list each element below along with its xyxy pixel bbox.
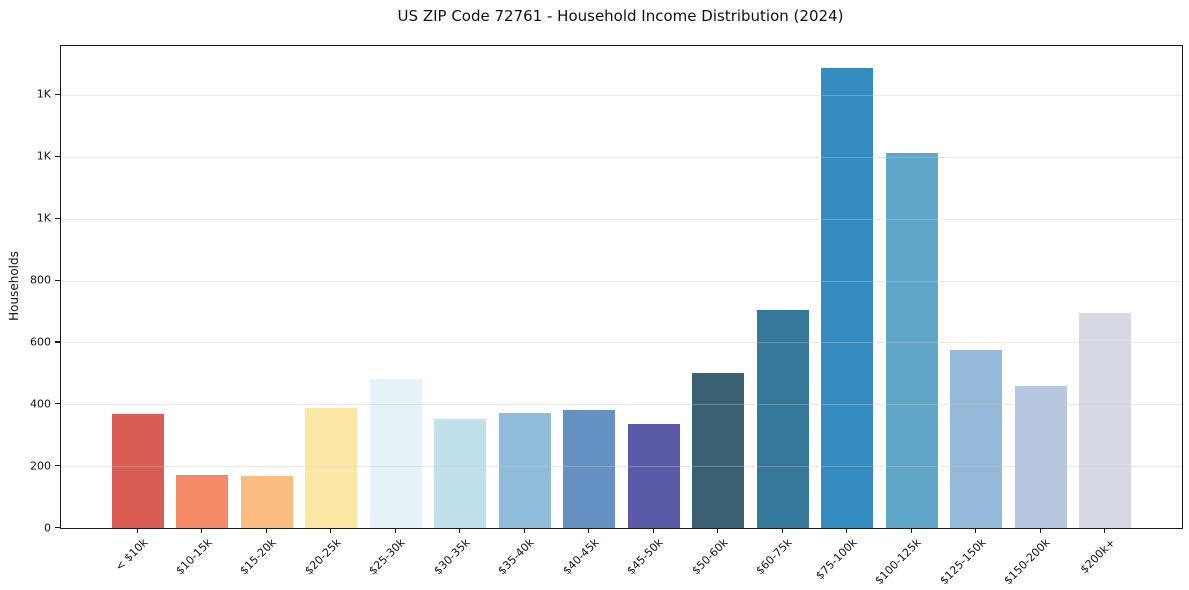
- gridline-200: [61, 466, 1182, 468]
- x-tick-label: $20-25k: [302, 536, 344, 578]
- gridline-400: [61, 404, 1182, 406]
- bar-$15-20k: [240, 476, 293, 528]
- x-tick-label: $200k+: [1077, 536, 1118, 577]
- y-tick-mark: [55, 155, 60, 157]
- y-tick-mark: [55, 403, 60, 405]
- gridline-600: [61, 342, 1182, 344]
- x-tick-label: $10-15k: [173, 536, 215, 578]
- x-tick-mark: [781, 528, 783, 533]
- x-tick-mark: [523, 528, 525, 533]
- bar-$60-75k: [756, 309, 809, 528]
- x-tick-mark: [910, 528, 912, 533]
- y-tick-label: 400: [30, 397, 51, 411]
- y-tick-label: 600: [30, 335, 51, 349]
- x-tick-mark: [1039, 528, 1041, 533]
- y-tick-mark: [55, 279, 60, 281]
- x-tick-mark: [1104, 528, 1106, 533]
- bar-$40-45k: [563, 409, 616, 528]
- x-tick-mark: [846, 528, 848, 533]
- gridline-800: [61, 280, 1182, 282]
- x-tick-label: $75-100k: [813, 536, 860, 583]
- chart-title: US ZIP Code 72761 - Household Income Dis…: [397, 7, 844, 25]
- y-tick-mark: [55, 217, 60, 219]
- y-tick-label: 1K: [36, 87, 51, 101]
- bar-$35-40k: [498, 413, 551, 528]
- x-tick-label: $150-200k: [1001, 536, 1053, 588]
- plot-area: [60, 45, 1183, 529]
- x-tick-mark: [652, 528, 654, 533]
- x-tick-mark: [265, 528, 267, 533]
- y-tick-label: 0: [44, 521, 51, 534]
- y-tick-label: 800: [30, 273, 51, 287]
- x-tick-mark: [394, 528, 396, 533]
- gridline-1K: [61, 94, 1182, 96]
- y-tick-mark: [55, 527, 60, 529]
- x-tick-mark: [330, 528, 332, 533]
- bar-$10-15k: [176, 475, 229, 528]
- y-tick-mark: [55, 93, 60, 96]
- gridline-1K: [61, 218, 1182, 220]
- bar-$30-35k: [434, 418, 487, 528]
- bar-$150-200k: [1014, 385, 1067, 528]
- x-tick-label: $60-75k: [753, 536, 795, 578]
- x-tick-mark: [975, 528, 977, 533]
- bar-$25-30k: [369, 378, 422, 528]
- bar-$100-125k: [885, 153, 938, 528]
- x-tick-label: $40-45k: [560, 536, 602, 578]
- x-tick-mark: [588, 528, 590, 533]
- x-tick-label: $50-60k: [689, 536, 731, 578]
- bar-$45-50k: [627, 424, 680, 528]
- y-tick-label: 1K: [36, 211, 51, 225]
- bar-$125-150k: [950, 349, 1003, 528]
- bar-$75-100k: [821, 68, 874, 528]
- y-tick-mark: [55, 341, 60, 343]
- x-tick-label: $35-40k: [495, 536, 537, 578]
- x-tick-mark: [136, 528, 138, 533]
- x-tick-label: $125-150k: [937, 536, 989, 588]
- x-tick-mark: [459, 528, 461, 533]
- bar-< $10k: [111, 413, 164, 528]
- y-tick-mark: [55, 465, 60, 467]
- x-tick-label: $30-35k: [431, 536, 473, 578]
- bar-$50-60k: [692, 372, 745, 528]
- x-tick-label: $45-50k: [624, 536, 666, 578]
- bar-$200k+: [1079, 313, 1132, 528]
- x-tick-mark: [201, 528, 203, 533]
- x-tick-label: < $10k: [112, 536, 150, 574]
- y-tick-label: 200: [30, 459, 51, 473]
- x-tick-label: $15-20k: [237, 536, 279, 578]
- x-tick-label: $100-125k: [872, 536, 924, 588]
- y-tick-label: 1K: [36, 149, 51, 163]
- x-tick-label: $25-30k: [366, 536, 408, 578]
- bar-$20-25k: [305, 407, 358, 528]
- gridline-1K: [61, 156, 1182, 158]
- x-tick-mark: [717, 528, 719, 533]
